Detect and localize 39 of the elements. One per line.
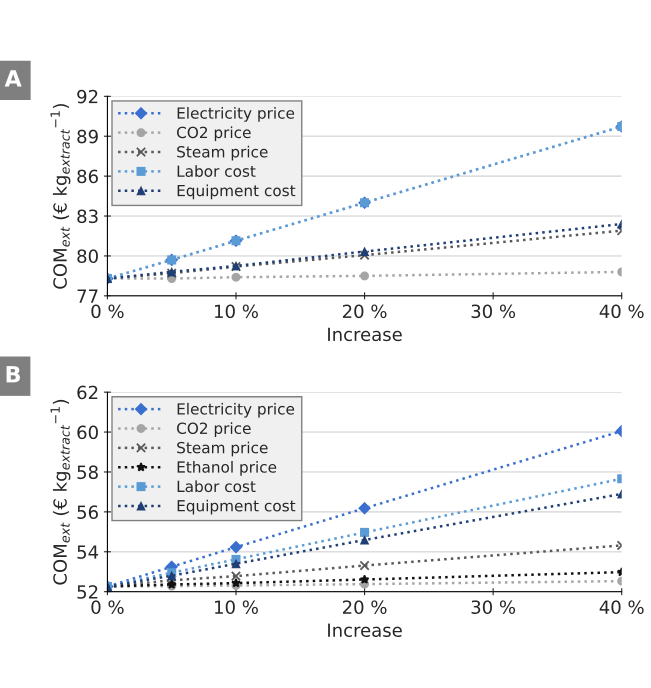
x-tick-label: 10 % [215,304,258,318]
x-tick-label: 20 % [342,600,386,614]
y-tick-label: 92 [77,90,98,104]
y-tick-label: 80 [77,249,98,264]
legend-label: Electricity price [178,402,294,418]
y-tick-label: 86 [77,170,98,184]
x-tick-label: 30 % [472,304,516,318]
text: A [4,70,22,86]
x-tick-label: 40 % [600,600,644,614]
legend-label: Equipment cost [178,184,296,200]
y-tick-label: 89 [77,130,98,144]
legend-label: Steam price [177,442,268,456]
legend-label: CO2 price [177,126,251,142]
x-tick-label: 40 % [600,304,644,318]
y-tick-label: 54 [78,545,98,559]
x-axis-title: Increase [328,624,402,638]
y-axis-title: COM$_{ext}$ (€ kg$_{extract}$$^{−1}$) [50,400,70,585]
legend-label: Electricity price [178,107,294,122]
y-tick-label: 58 [78,465,98,480]
legend-label: Ethanol price [178,460,276,476]
x-tick-label: 20 % [342,304,386,318]
legend-label: Steam price [177,146,268,161]
y-tick-label: 62 [77,386,98,400]
x-axis-title: Increase [328,328,402,342]
y-tick-label: 83 [77,209,98,224]
legend-label: CO2 price [177,422,251,438]
legend-label: Labor cost [178,480,256,492]
y-tick-label: 60 [77,426,98,440]
y-tick-label: 56 [78,505,98,519]
y-tick-label: 77 [78,290,98,303]
y-axis-title: COM$_{ext}$ (€ kg$_{extract}$$^{−1}$) [50,104,70,289]
y-tick-label: 52 [78,585,98,599]
x-tick-label: 10 % [215,600,258,614]
legend-label: Labor cost [178,165,256,177]
x-tick-label: 30 % [472,600,516,614]
legend-label: Equipment cost [178,500,296,514]
x-tick-label: 0 % [91,304,124,318]
x-tick-label: 0 % [91,600,124,614]
text: B [6,366,20,382]
